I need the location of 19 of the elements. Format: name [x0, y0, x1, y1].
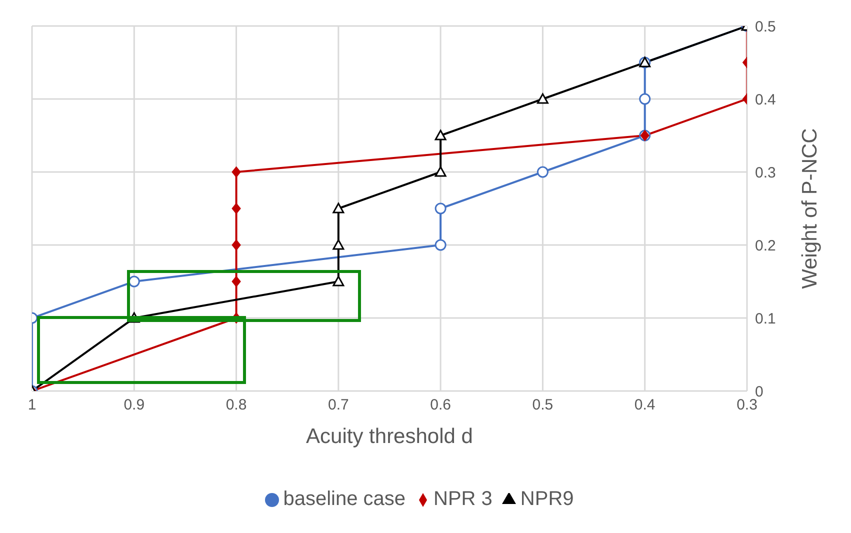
x-tick-label: 0.9 [124, 396, 145, 414]
legend-label: NPR 3 [434, 488, 492, 510]
x-tick-label: 0.6 [430, 396, 451, 414]
legend-label: NPR9 [520, 488, 574, 510]
y-tick-label: 0.3 [755, 164, 776, 182]
y-tick-label: 0.2 [755, 237, 776, 254]
x-tick-label: 0.4 [634, 396, 656, 414]
x-tick-label: 0.7 [328, 396, 349, 414]
y-tick-label: 0.5 [755, 18, 776, 36]
y-tick-label: 0.4 [755, 91, 776, 108]
x-tick-label: 1 [28, 396, 36, 414]
x-axis-title: Acuity threshold d [306, 425, 473, 448]
x-tick-label: 0.5 [532, 396, 554, 414]
legend-label: baseline case [283, 488, 406, 510]
y-tick-label: 0 [755, 383, 764, 400]
y-tick-label: 0.1 [755, 310, 776, 328]
x-tick-label: 0.8 [226, 396, 247, 414]
y-axis-title: Weight of P-NCC [798, 128, 822, 289]
x-tick-label: 0.3 [736, 396, 758, 414]
